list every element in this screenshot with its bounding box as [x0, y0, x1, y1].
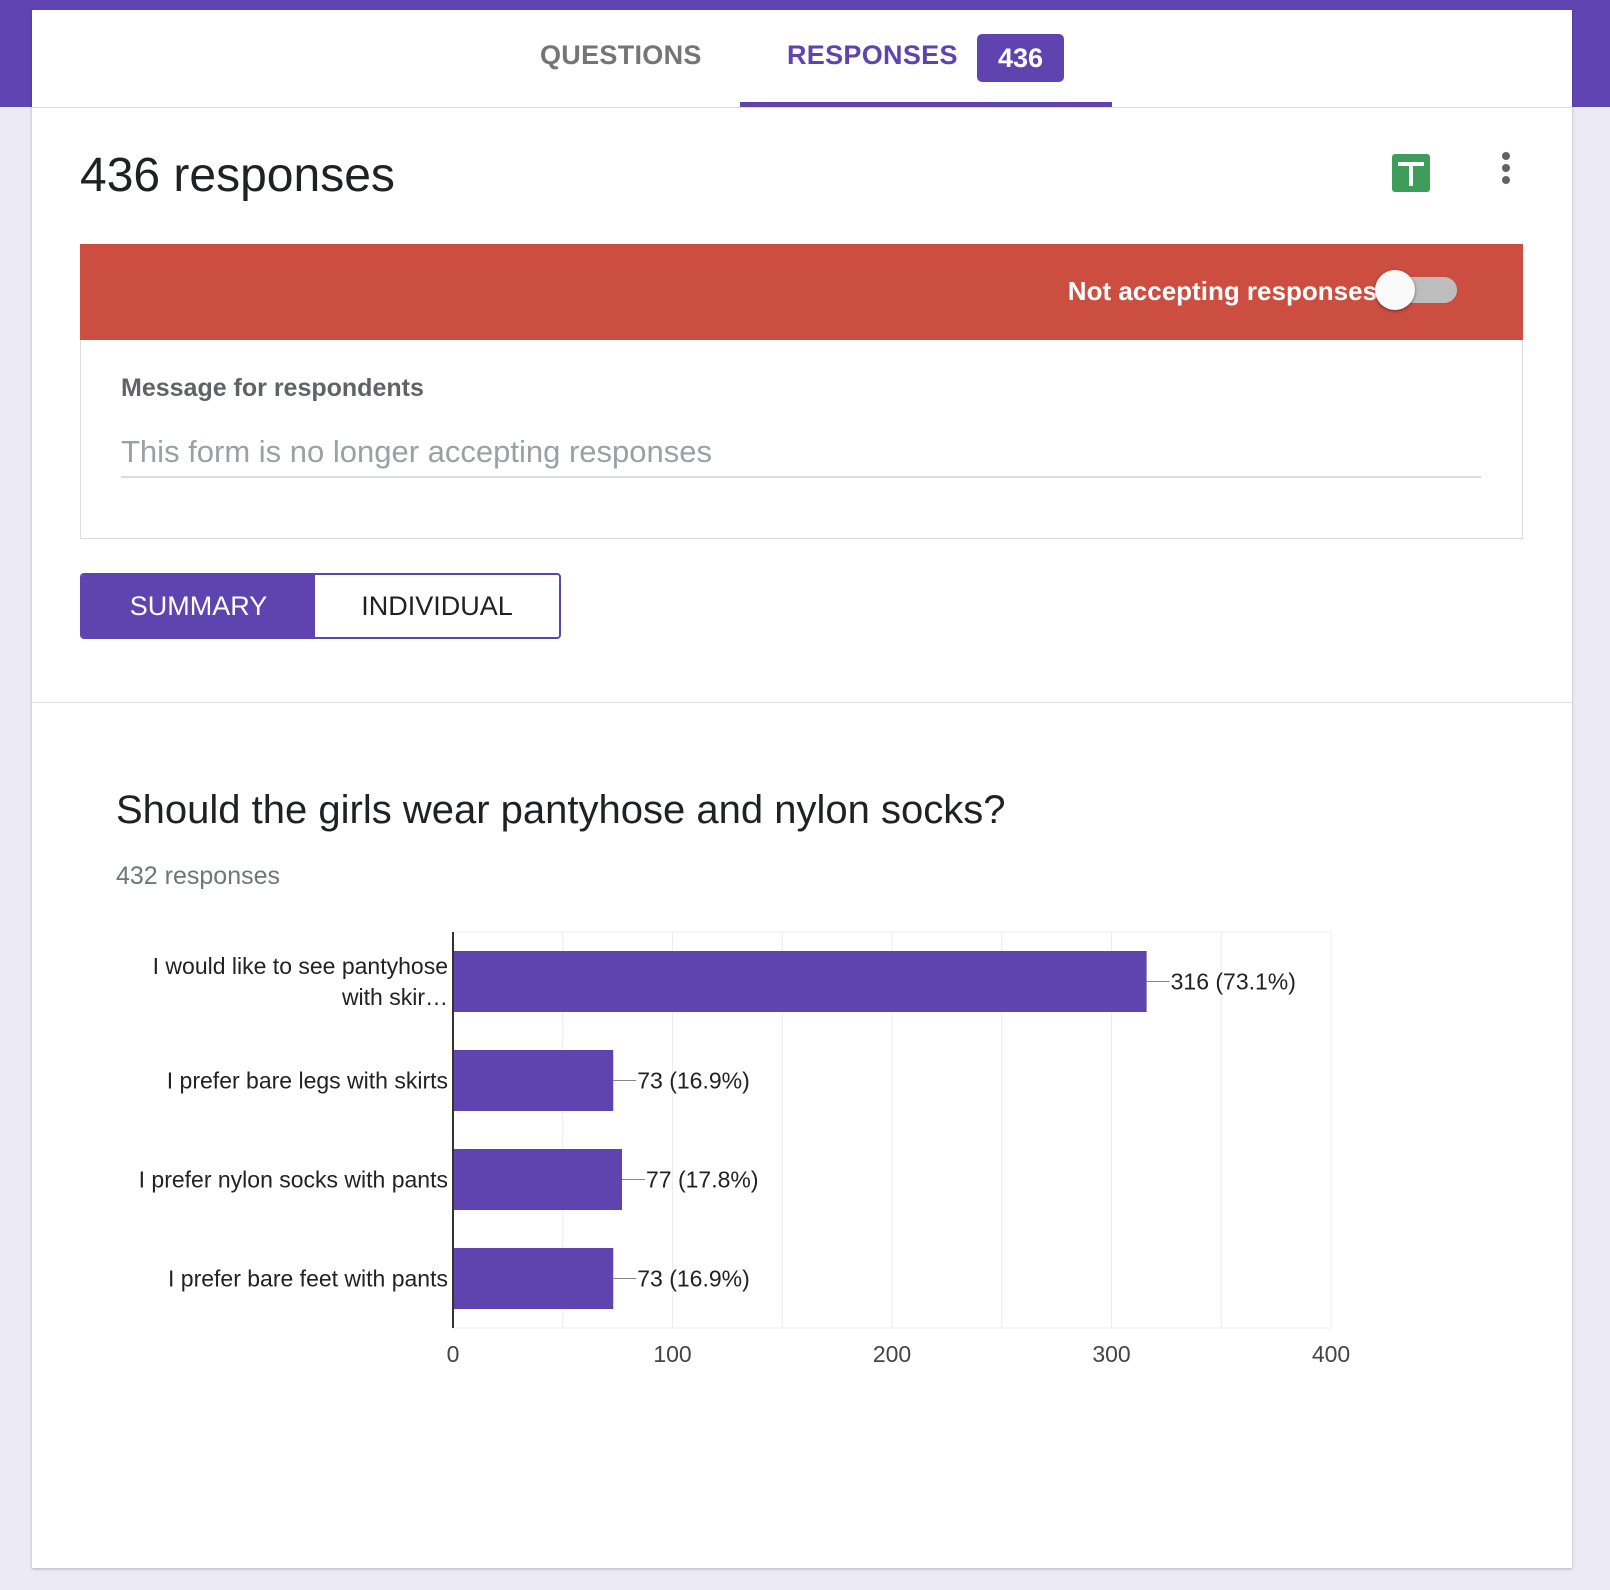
- responses-bar-chart: 316 (73.1%) I would like to see pantyhose…: [139, 931, 1350, 1367]
- form-card: QUESTIONS RESPONSES 436 436 responses No…: [32, 10, 1572, 1568]
- view-toggle: SUMMARY INDIVIDUAL: [80, 573, 561, 639]
- google-sheets-icon[interactable]: [1392, 154, 1430, 192]
- message-label: Message for respondents: [121, 374, 424, 402]
- active-tab-indicator: [740, 102, 1112, 107]
- x-tick-label: 300: [1092, 1341, 1130, 1367]
- chart-axis: 0 100 200 300 400: [447, 932, 1350, 1367]
- bar: [453, 951, 1147, 1012]
- category-label: I would like to see pantyhose: [153, 953, 448, 979]
- toggle-knob[interactable]: [1375, 270, 1415, 310]
- summary-button[interactable]: SUMMARY: [82, 575, 315, 637]
- data-label: 77 (17.8%): [646, 1167, 759, 1193]
- tab-questions[interactable]: QUESTIONS: [540, 40, 702, 70]
- category-label: I prefer bare feet with pants: [168, 1266, 448, 1292]
- x-tick-label: 200: [873, 1341, 911, 1367]
- data-label: 73 (16.9%): [637, 1266, 750, 1292]
- message-input[interactable]: [121, 428, 1481, 478]
- x-tick-label: 100: [653, 1341, 691, 1367]
- data-label: 316 (73.1%): [1171, 969, 1296, 995]
- bar: [453, 1149, 623, 1210]
- x-tick-label: 400: [1312, 1341, 1350, 1367]
- responses-count-badge: 436: [977, 34, 1064, 82]
- question-title: Should the girls wear pantyhose and nylo…: [116, 788, 1006, 832]
- category-label: I prefer bare legs with skirts: [167, 1068, 448, 1094]
- data-label: 73 (16.9%): [637, 1068, 750, 1094]
- chart-bars: [453, 951, 1147, 1309]
- bar: [453, 1248, 614, 1309]
- chart-labels: 316 (73.1%) I would like to see pantyhose…: [139, 953, 1296, 1292]
- respondent-message-box: Message for respondents: [80, 340, 1523, 539]
- category-label: I prefer nylon socks with pants: [139, 1167, 448, 1193]
- bar: [453, 1050, 614, 1111]
- more-vert-icon[interactable]: [1500, 152, 1512, 192]
- section-divider: [32, 702, 1572, 703]
- page-title: 436 responses: [80, 149, 395, 202]
- individual-button[interactable]: INDIVIDUAL: [315, 575, 559, 637]
- accepting-status-label: Not accepting responses: [1067, 276, 1377, 306]
- not-accepting-banner: Not accepting responses: [80, 244, 1523, 340]
- question-response-count: 432 responses: [116, 862, 281, 890]
- tab-responses[interactable]: RESPONSES: [787, 40, 958, 70]
- tab-bar: QUESTIONS RESPONSES 436: [32, 10, 1572, 108]
- category-label: with skir…: [341, 984, 448, 1010]
- x-tick-label: 0: [447, 1341, 460, 1367]
